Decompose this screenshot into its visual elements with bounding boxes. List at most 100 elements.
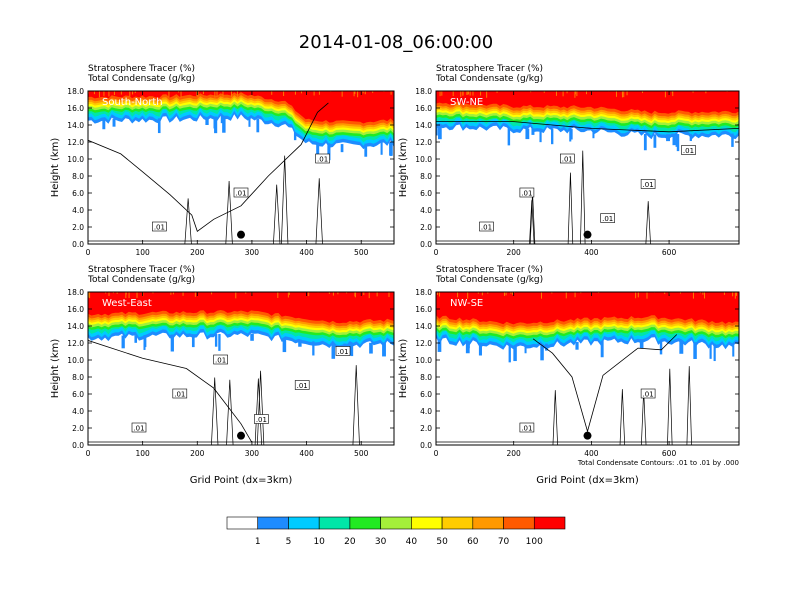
contour-label: .01 [233,187,249,198]
svg-text:.01: .01 [317,156,328,164]
tracer-field: .01 .01 .01 .01 .01 .01 [436,91,739,244]
contour-label: .01 [172,388,188,399]
svg-text:.01: .01 [235,190,246,198]
panel-nw-se: .01 .01 NW-SE 0.0 2.0 4.0 6.0 8.0 10.0 12.0 14.0 16… [398,265,740,486]
location-marker [237,230,245,239]
contour-label: .01 [640,179,656,189]
condensate-contour [580,150,586,244]
condensate-contour [211,377,219,445]
contour-label: .01 [681,145,696,155]
colorbar-label: 1 [255,537,261,547]
y-axis-label: Height (km) [398,138,409,198]
y-tick-label: 2.0 [420,424,432,433]
y-tick-label: 4.0 [420,206,432,215]
condensate-contour [226,379,234,445]
condensate-contour [88,340,253,443]
colorbar-label: 30 [375,537,387,547]
y-tick-label: 16.0 [67,104,84,113]
condensate-contour [529,200,535,244]
svg-text:.01: .01 [521,425,532,433]
panel-south-north: .01 .01 .01 South-North 0.0 2.0 4.0 6.0 8.0 10.0 1… [50,64,395,257]
colorbar-label: 5 [286,537,292,547]
y-tick-label: 14.0 [415,121,432,130]
plot-frame [435,90,740,245]
panel-label: West-East [102,298,152,309]
y-tick-label: 10.0 [415,356,432,365]
condensate-contour [315,178,323,244]
x-tick-label: 400 [584,248,599,257]
colorbar-label: 10 [313,537,325,547]
condensate-contour [88,102,329,232]
y-axis-label: Height (km) [50,138,61,198]
x-tick-label: 400 [584,449,599,458]
y-tick-label: 12.0 [415,138,432,147]
x-tick-label: 400 [299,248,314,257]
tracer-field: .01 .01 .01 [88,91,394,244]
colorbar-swatch [380,516,412,530]
x-tick-label: 600 [662,449,677,458]
location-marker [237,431,245,440]
svg-text:.01: .01 [643,181,654,189]
y-tick-label: 4.0 [72,407,84,416]
y-tick-label: 14.0 [67,322,84,331]
plot-frame [435,291,740,446]
x-tick-label: 300 [245,248,260,257]
x-tick-label: 0 [86,449,91,458]
colorbar-label: 70 [498,537,510,547]
colorbar-label: 50 [436,537,448,547]
panel-title: Stratosphere Tracer (%) [436,64,543,74]
svg-text:.01: .01 [643,391,654,399]
colorbar-swatch [533,516,566,530]
panel-label: South-North [102,97,163,108]
y-tick-label: 18.0 [415,87,432,96]
colorbar-label: 100 [526,537,543,547]
y-axis-label: Height (km) [50,339,61,399]
svg-text:.01: .01 [154,224,165,232]
colorbar-swatch [226,516,259,530]
colorbar-swatch [288,516,320,530]
svg-text:.01: .01 [337,348,348,356]
colorbar-label: 40 [406,537,418,547]
y-tick-label: 16.0 [415,104,432,113]
panel-label: NW-SE [450,298,483,309]
x-axis-label: Grid Point (dx=3km) [190,475,293,486]
tracer-field: .01 .01 .01 .01 .01 .01 [88,292,394,445]
x-tick-label: 100 [135,248,150,257]
contour-label: .01 [519,187,535,198]
svg-text:.01: .01 [562,156,573,164]
x-tick-label: 200 [190,248,205,257]
y-tick-label: 16.0 [415,305,432,314]
colorbar-swatch [318,516,351,530]
condensate-contour [686,366,692,445]
y-tick-label: 6.0 [420,390,432,399]
x-tick-label: 100 [135,449,150,458]
contour-label: .01 [640,388,656,399]
location-marker [583,431,592,440]
svg-text:.01: .01 [602,215,613,223]
panel-subtitle: Total Condensate (g/kg) [87,74,195,84]
y-tick-label: 6.0 [72,390,84,399]
x-tick-label: 500 [354,248,369,257]
y-tick-label: 0.0 [72,240,84,249]
x-tick-label: 200 [507,449,522,458]
x-tick-label: 500 [354,449,369,458]
tracer-band [436,292,739,325]
svg-text:.01: .01 [481,224,492,232]
y-tick-label: 10.0 [67,155,84,164]
y-tick-label: 12.0 [415,339,432,348]
y-tick-label: 6.0 [420,189,432,198]
panel-title: Stratosphere Tracer (%) [436,265,543,275]
contour-label: .01 [131,422,147,433]
condensate-contour [273,184,281,244]
x-tick-label: 200 [507,248,522,257]
y-tick-label: 18.0 [67,87,84,96]
panel-label: SW-NE [450,97,483,108]
y-tick-label: 4.0 [72,206,84,215]
y-axis-label: Height (km) [398,339,409,399]
y-tick-label: 8.0 [72,373,84,382]
svg-text:.01: .01 [521,190,532,198]
x-axis-label: Grid Point (dx=3km) [536,475,639,486]
y-tick-label: 8.0 [420,373,432,382]
colorbar-swatch [441,516,474,530]
